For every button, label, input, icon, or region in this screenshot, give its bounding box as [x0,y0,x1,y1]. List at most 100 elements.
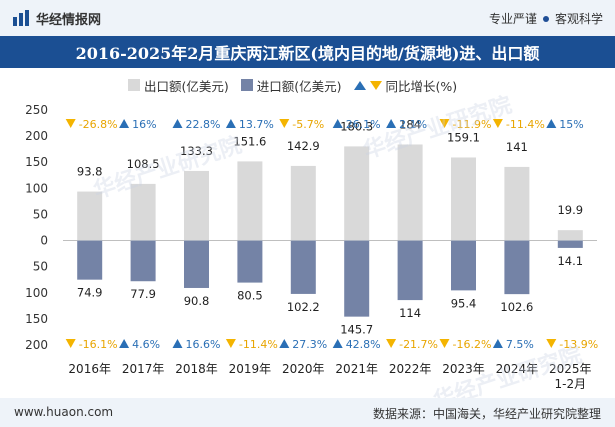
legend-import[interactable]: 进口额(亿美元) [240,76,342,95]
import-data-label: 14.1 [557,254,583,268]
y-tick-label: 100 [25,286,48,300]
export-data-label: 180.3 [340,119,373,133]
export-data-label: 108.5 [127,157,160,171]
footer-site-link[interactable]: www.huaon.com [14,405,114,419]
header-bar: 华经情报网 专业严谨 客观科学 [0,0,615,36]
tagline-right: 客观科学 [554,12,603,26]
up-triangle-icon [119,119,130,128]
export-data-label: 93.8 [77,165,103,179]
import-data-label: 114 [399,306,421,320]
footer: www.huaon.com 数据来源：中国海关，华经产业研究院整理 [0,398,615,427]
import-growth-label: 27.3% [292,338,327,351]
import-data-label: 145.7 [340,323,373,337]
export-data-label: 142.9 [287,139,320,153]
export-data-label: 184 [399,117,421,131]
up-triangle-icon [353,80,366,90]
down-triangle-icon [439,339,450,348]
x-tick-label: 2017年 [122,362,165,376]
y-tick-label: 50 [33,260,48,274]
down-triangle-icon [65,339,76,348]
x-tick-label: 2022年 [389,362,432,376]
down-triangle-icon [369,80,382,90]
y-tick-label: 0 [40,234,48,248]
down-triangle-icon [65,119,76,128]
export-bar [504,166,530,241]
y-tick-label: 200 [25,338,48,352]
import-bar [557,240,583,248]
up-triangle-icon [279,339,290,348]
export-bar [237,161,263,241]
x-tick-label: 1-2月 [554,377,586,391]
import-data-label: 95.4 [451,296,477,310]
x-tick-label: 2025年 [549,362,592,376]
import-bar [451,240,476,291]
up-triangle-icon [172,119,183,128]
export-growth-label: 2.1% [399,118,427,131]
export-bar [557,230,583,241]
down-triangle-icon [439,119,450,128]
export-bar [344,146,370,241]
import-bar [237,240,263,283]
x-tick-label: 2024年 [496,362,539,376]
import-growth-label: -11.4% [239,338,278,351]
footer-source: 数据来源：中国海关，华经产业研究院整理 [372,407,601,421]
up-triangle-icon [386,119,397,128]
import-data-label: 102.6 [500,300,533,314]
export-swatch [128,79,140,91]
export-growth-label: 15% [559,118,583,131]
import-growth-label: 42.8% [346,338,381,351]
up-triangle-icon [492,339,503,348]
x-tick-label: 2016年 [68,362,111,376]
down-triangle-icon [279,119,290,128]
import-data-label: 77.9 [130,287,156,301]
export-data-label: 159.1 [447,130,480,144]
down-triangle-icon [492,119,503,128]
import-growth-label: -16.1% [79,338,118,351]
import-bar [344,240,370,317]
legend-export-label: 出口额(亿美元) [144,78,229,94]
down-triangle-icon [546,339,557,348]
legend-export[interactable]: 出口额(亿美元) [128,76,229,95]
export-data-label: 19.9 [557,203,583,217]
export-growth-label: 22.8% [186,118,221,131]
export-growth-label: -11.9% [453,118,492,131]
import-data-label: 102.2 [287,300,320,314]
bar-chart: 250 200 150 100 50 0 50 100 150 200 93.8 74.9 -26.8%… [25,103,598,391]
brand-name: 华经情报网 [36,12,102,28]
export-bar [130,183,156,241]
import-data-label: 74.9 [77,286,103,300]
chart-title: 2016-2025年2月重庆两江新区(境内目的地/货源地)进、出口额 [0,36,615,68]
import-growth-label: 4.6% [132,338,160,351]
y-tick-label: 50 [33,207,48,221]
up-triangle-icon [119,339,130,348]
import-bar [184,240,209,288]
import-data-label: 80.5 [237,289,263,303]
export-growth-label: -26.8% [79,118,118,131]
y-tick-label: 250 [25,103,48,117]
legend-import-label: 进口额(亿美元) [256,78,342,94]
y-tick-label: 150 [25,155,48,169]
brand-logo-icon [13,10,29,26]
import-growth-label: -13.9% [559,338,598,351]
x-tick-label: 2020年 [282,362,325,376]
legend-growth[interactable]: 同比增长(%) [353,76,457,95]
export-growth-label: 26.1% [346,118,381,131]
import-bar [397,240,423,301]
import-growth-label: -21.7% [399,338,438,351]
export-growth-label: -5.7% [292,118,324,131]
y-tick-label: 100 [25,181,48,195]
dot-icon [542,15,549,22]
up-triangle-icon [332,119,343,128]
import-bar [504,240,530,295]
import-growth-label: -16.2% [453,338,492,351]
export-growth-label: -11.4% [506,118,545,131]
export-bar [290,165,316,241]
import-swatch [240,79,253,91]
import-bar [130,240,156,282]
export-data-label: 151.6 [233,134,266,148]
tagline: 专业严谨 客观科学 [489,10,603,27]
export-growth-label: 16% [132,118,156,131]
export-data-label: 133.3 [180,144,213,158]
up-triangle-icon [546,119,557,128]
import-growth-label: 16.6% [186,338,221,351]
